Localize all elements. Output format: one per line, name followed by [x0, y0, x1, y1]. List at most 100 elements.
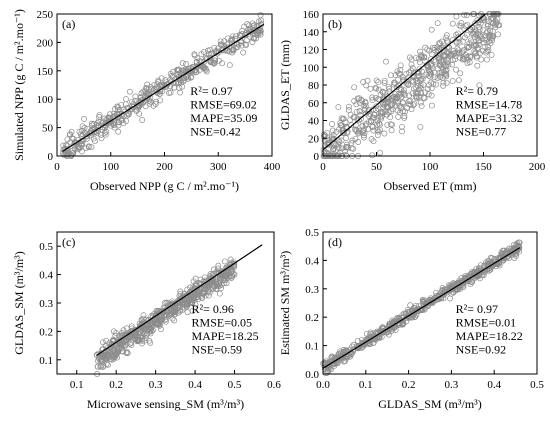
data-point	[419, 68, 425, 75]
x-tick-label: 0.3	[445, 379, 459, 391]
data-point	[338, 122, 344, 129]
data-point	[91, 138, 98, 145]
data-point	[99, 357, 106, 364]
data-point	[251, 35, 257, 42]
data-point	[424, 64, 431, 71]
data-point	[362, 103, 369, 110]
data-point	[409, 314, 416, 321]
data-point	[120, 338, 127, 345]
data-point	[162, 83, 169, 90]
data-point	[459, 38, 466, 45]
data-point	[177, 70, 184, 77]
data-point	[215, 265, 221, 272]
data-point	[249, 20, 256, 27]
data-point	[376, 126, 383, 133]
data-point	[342, 152, 349, 159]
data-point	[403, 70, 410, 77]
data-point	[372, 94, 379, 101]
x-tick-label: 0.0	[316, 379, 330, 391]
data-point	[372, 84, 379, 91]
data-point	[495, 31, 502, 38]
y-tick-label: 0.3	[39, 298, 53, 310]
x-tick-label: 100	[422, 161, 439, 173]
data-point	[375, 120, 382, 127]
data-point	[449, 61, 456, 68]
data-point	[414, 82, 421, 89]
data-point	[460, 282, 467, 289]
stat-line: R²= 0.79	[456, 84, 498, 98]
data-point	[455, 77, 462, 84]
data-point	[445, 58, 452, 65]
data-point	[212, 277, 219, 284]
data-point	[420, 81, 427, 88]
data-point	[455, 47, 462, 54]
data-point	[370, 138, 377, 145]
data-point	[396, 92, 403, 99]
data-point	[413, 54, 419, 61]
data-point	[200, 64, 206, 71]
data-point	[335, 141, 342, 148]
data-point	[406, 54, 413, 61]
data-point	[404, 104, 411, 111]
x-tick-label: 50	[371, 161, 383, 173]
data-point	[198, 51, 205, 58]
data-point	[329, 143, 336, 150]
data-point	[94, 363, 101, 370]
data-point	[464, 31, 470, 38]
data-point	[253, 35, 259, 42]
data-point	[360, 79, 367, 85]
y-tick-label: 0.3	[305, 284, 319, 296]
data-point	[422, 71, 429, 78]
stat-line: RMSE=69.02	[190, 97, 256, 111]
data-point	[381, 79, 388, 86]
y-tick-label: 200	[37, 37, 54, 49]
data-point	[369, 94, 376, 101]
data-point	[351, 98, 358, 104]
data-point	[488, 51, 495, 58]
y-tick-label: 0.1	[305, 341, 319, 353]
data-point	[422, 44, 429, 51]
y-tick-label: 0	[48, 151, 54, 163]
data-point	[433, 81, 440, 88]
data-point	[374, 132, 381, 138]
data-point	[452, 53, 459, 59]
data-point	[388, 108, 395, 115]
data-point	[418, 305, 425, 312]
data-point	[347, 116, 354, 123]
data-point	[484, 21, 491, 28]
data-point	[193, 69, 200, 76]
data-point	[411, 100, 418, 107]
data-point	[217, 270, 224, 277]
stat-line: RMSE=14.78	[456, 97, 522, 111]
data-point	[426, 299, 433, 306]
data-point	[480, 17, 487, 24]
data-point	[371, 111, 377, 118]
data-point	[173, 71, 180, 78]
data-point	[143, 85, 150, 92]
data-point	[215, 262, 222, 269]
data-point	[350, 145, 357, 152]
stat-line: R²= 0.96	[192, 302, 234, 316]
data-point	[123, 349, 130, 356]
data-point	[165, 300, 172, 307]
fit-line	[322, 13, 487, 151]
data-point	[472, 42, 479, 49]
data-point	[126, 330, 133, 337]
data-point	[409, 65, 416, 72]
stat-line: NSE=0.42	[190, 124, 240, 138]
data-point	[171, 84, 178, 91]
data-point	[205, 292, 212, 299]
fit-line	[62, 23, 265, 152]
stat-line: NSE=0.77	[456, 124, 506, 138]
data-point	[462, 23, 469, 30]
data-point	[196, 286, 203, 293]
data-point	[449, 78, 456, 85]
data-point	[355, 117, 362, 124]
data-point	[119, 342, 126, 348]
stat-line: NSE=0.59	[192, 342, 242, 356]
data-point	[388, 72, 394, 79]
data-point	[421, 57, 428, 64]
data-point	[397, 66, 404, 73]
stat-line: MAPE=18.22	[456, 329, 523, 343]
data-point	[157, 97, 164, 104]
